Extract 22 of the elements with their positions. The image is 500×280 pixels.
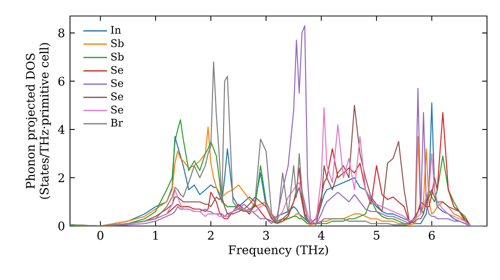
legend-label: Sb — [111, 52, 124, 61]
x-tick-label: 4 — [318, 230, 324, 240]
y-tick-label: 2 — [58, 173, 64, 182]
y-axis-title: Phonon projected DOS (States/THz·primitive cell) — [26, 43, 51, 199]
x-axis-title: Frequency (THz) — [228, 245, 328, 257]
x-tick-label: 0 — [97, 230, 104, 240]
y-tick-label: 6 — [58, 76, 64, 86]
legend-label: In — [110, 26, 121, 34]
legend-label: Br — [110, 118, 123, 126]
x-tick-label: 2 — [208, 230, 214, 240]
legend-label: Se — [111, 79, 124, 88]
x-tick-label: 5 — [374, 230, 380, 240]
x-tick-label: 3 — [263, 230, 269, 240]
y-tick-label: 0 — [58, 222, 64, 230]
y-tick-label: 4 — [58, 125, 65, 134]
x-tick-label: 1 — [153, 230, 158, 240]
legend-label: Sb — [111, 39, 124, 48]
legend-label: Se — [111, 106, 124, 114]
legend-label: Se — [111, 92, 124, 100]
legend-label: Se — [111, 66, 124, 74]
x-tick-label: 6 — [428, 230, 435, 240]
y-tick-label: 8 — [58, 28, 64, 38]
